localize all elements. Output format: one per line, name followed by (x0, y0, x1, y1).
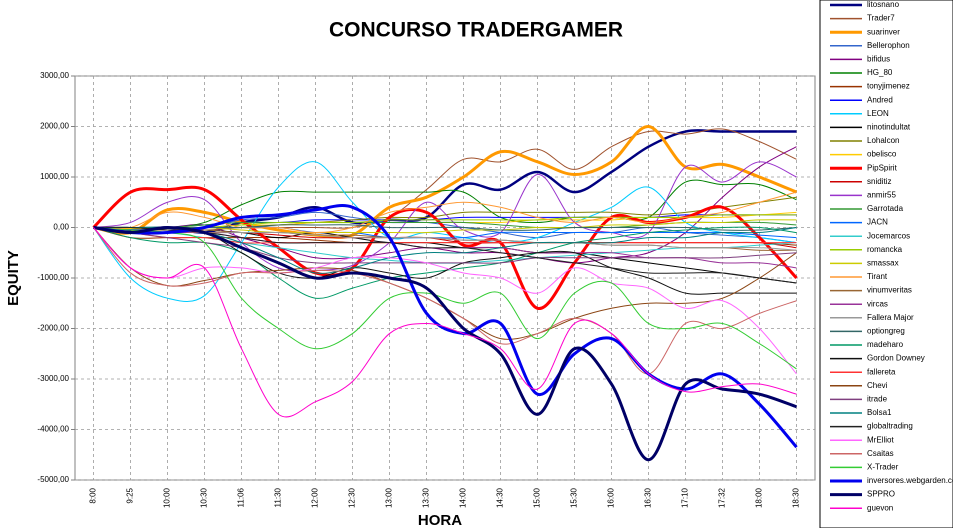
x-tick-label: 15:30 (570, 487, 579, 508)
series-line (93, 179, 797, 229)
x-tick-label: 14:30 (496, 487, 505, 508)
legend-label: suarinver (867, 27, 900, 36)
series-line (93, 227, 797, 244)
legend-label: Lohalcon (867, 136, 899, 145)
legend-label: globaltrading (867, 422, 913, 431)
legend-label: Chevi (867, 381, 888, 390)
legend-label: optiongreg (867, 327, 905, 336)
x-tick-label: 15:00 (533, 487, 542, 508)
y-tick-label: -5000,00 (37, 475, 69, 484)
legend-label: PipSpirit (867, 163, 898, 172)
legend-label: Bolsa1 (867, 408, 892, 417)
x-tick-label: 18:30 (792, 487, 801, 508)
legend-label: Fallera Major (867, 313, 914, 322)
chart-title: CONCURSO TRADERGAMER (329, 19, 623, 42)
x-tick-label: 11:30 (274, 487, 283, 507)
legend-label: Bellerophon (867, 41, 910, 50)
legend-label: vinumveritas (867, 286, 912, 295)
legend-label: litosnano (867, 0, 900, 9)
series-line (93, 125, 798, 239)
legend-label: ninotindultat (867, 123, 911, 132)
legend-label: obelisco (867, 150, 897, 159)
legend-label: LEON (867, 109, 889, 118)
y-tick-label: 3000,00 (40, 71, 69, 80)
legend-label: Jocemarcos (867, 231, 910, 240)
legend-label: anmir55 (867, 191, 896, 200)
legend-label: Andred (867, 95, 893, 104)
x-tick-label: 16:30 (644, 487, 653, 508)
y-tick-label: -3000,00 (37, 374, 69, 383)
legend-label: X-Trader (867, 463, 899, 472)
x-tick-label: 13:30 (422, 487, 431, 508)
series-line (93, 227, 797, 418)
x-tick-label: 12:30 (348, 487, 357, 508)
y-tick-label: -1000,00 (37, 273, 69, 282)
x-tick-label: 10:00 (163, 487, 172, 508)
legend-label: inversores.webgarden.com (867, 476, 953, 485)
legend-label: SPPRO (867, 490, 895, 499)
legend-label: Trader7 (867, 14, 895, 23)
y-tick-label: -4000,00 (37, 425, 69, 434)
legend-label: Csaitas (867, 449, 894, 458)
legend-label: HG_80 (867, 68, 893, 77)
x-axis-label: HORA (418, 512, 462, 528)
series-line (93, 204, 798, 449)
legend-label: bifidus (867, 55, 890, 64)
series-line (93, 227, 797, 264)
legend-label: romancka (867, 245, 903, 254)
x-tick-label: 13:00 (385, 487, 394, 508)
legend-label: Tirant (867, 272, 888, 281)
legend-label: Gordon Downey (867, 354, 925, 363)
x-tick-label: 8:00 (89, 487, 98, 503)
y-tick-label: 0,00 (53, 223, 69, 232)
legend-label: sniditiz (867, 177, 891, 186)
series-line (93, 227, 797, 370)
x-tick-label: 14:00 (459, 487, 468, 508)
series-line (93, 191, 797, 234)
x-tick-label: 17:10 (681, 487, 690, 508)
y-tick-label: 2000,00 (40, 122, 69, 131)
legend-label: tonyjimenez (867, 82, 910, 91)
x-tick-label: 9:25 (126, 487, 135, 503)
series-line (93, 225, 797, 462)
legend-label: vircas (867, 299, 888, 308)
legend-label: guevon (867, 503, 893, 512)
x-tick-label: 10:30 (200, 487, 209, 508)
x-tick-label: 16:00 (607, 487, 616, 508)
legend-label: fallereta (867, 367, 896, 376)
x-tick-label: 18:00 (755, 487, 764, 508)
legend-label: madeharo (867, 340, 904, 349)
series-line (93, 161, 797, 272)
x-tick-label: 11:06 (237, 487, 246, 507)
y-tick-label: 1000,00 (40, 172, 69, 181)
y-tick-label: -2000,00 (37, 324, 69, 333)
legend-label: Garrotada (867, 204, 904, 213)
series-line (93, 227, 797, 375)
x-tick-label: 12:00 (311, 487, 320, 508)
legend-label: smassax (867, 259, 899, 268)
legend-label: MrElliot (867, 435, 894, 444)
y-axis-label: EQUITY (5, 250, 22, 306)
x-tick-label: 17:32 (718, 487, 727, 508)
legend-label: JACN (867, 218, 888, 227)
legend-label: itrade (867, 395, 888, 404)
